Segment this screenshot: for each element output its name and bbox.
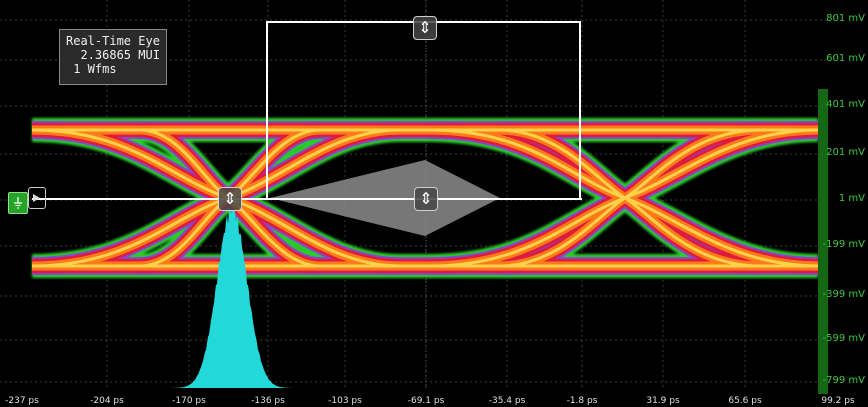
x-tick-label: -69.1 ps [407, 396, 445, 406]
x-tick-label: -204 ps [90, 396, 124, 406]
info-wfms-value: 1 Wfms [73, 62, 117, 76]
x-tick-label: -136 ps [251, 396, 285, 406]
y-tick-label: 601 mV [826, 53, 865, 64]
histogram-shape [162, 206, 302, 388]
info-mui-value: 2.36865 MUI [80, 48, 160, 62]
play-arrow-icon[interactable] [28, 187, 46, 209]
ground-symbol [14, 197, 22, 209]
y-tick-label: -799 mV [822, 375, 865, 386]
crossing-handle-icon[interactable]: ⇕ [218, 187, 242, 211]
y-tick-label: 401 mV [826, 99, 865, 110]
vertical-scale-bar [818, 89, 828, 394]
x-tick-label: 65.6 ps [728, 396, 762, 406]
eye-trace [499, 128, 761, 268]
x-tick-label: -1.8 ps [566, 396, 598, 406]
x-tick-label: -35.4 ps [488, 396, 526, 406]
top-handle-icon[interactable]: ⇕ [413, 16, 437, 40]
info-wfms: 1 Wfms [66, 62, 160, 76]
y-tick-label: 1 mV [838, 193, 865, 204]
info-mui: 2.36865 MUI [66, 48, 160, 62]
x-tick-label: -237 ps [5, 396, 39, 406]
measurement-info-box[interactable]: Real-Time Eye 2.36865 MUI 1 Wfms [59, 29, 167, 85]
center-handle-icon[interactable]: ⇕ [414, 187, 438, 211]
play-arrow-shape [33, 194, 40, 202]
x-tick-label: 99.2 ps [821, 396, 855, 406]
crossing-histogram [162, 206, 302, 388]
y-tick-label: 201 mV [826, 147, 865, 158]
x-tick-label: -170 ps [172, 396, 206, 406]
x-tick-label: -103 ps [328, 396, 362, 406]
y-tick-label: -599 mV [822, 333, 865, 344]
y-tick-label: -199 mV [822, 239, 865, 250]
ground-icon[interactable] [8, 192, 28, 214]
eye-pattern [31, 118, 819, 278]
y-tick-label: 801 mV [826, 13, 865, 24]
y-tick-label: -399 mV [822, 289, 865, 300]
info-title: Real-Time Eye [66, 34, 160, 48]
x-tick-label: 31.9 ps [646, 396, 680, 406]
